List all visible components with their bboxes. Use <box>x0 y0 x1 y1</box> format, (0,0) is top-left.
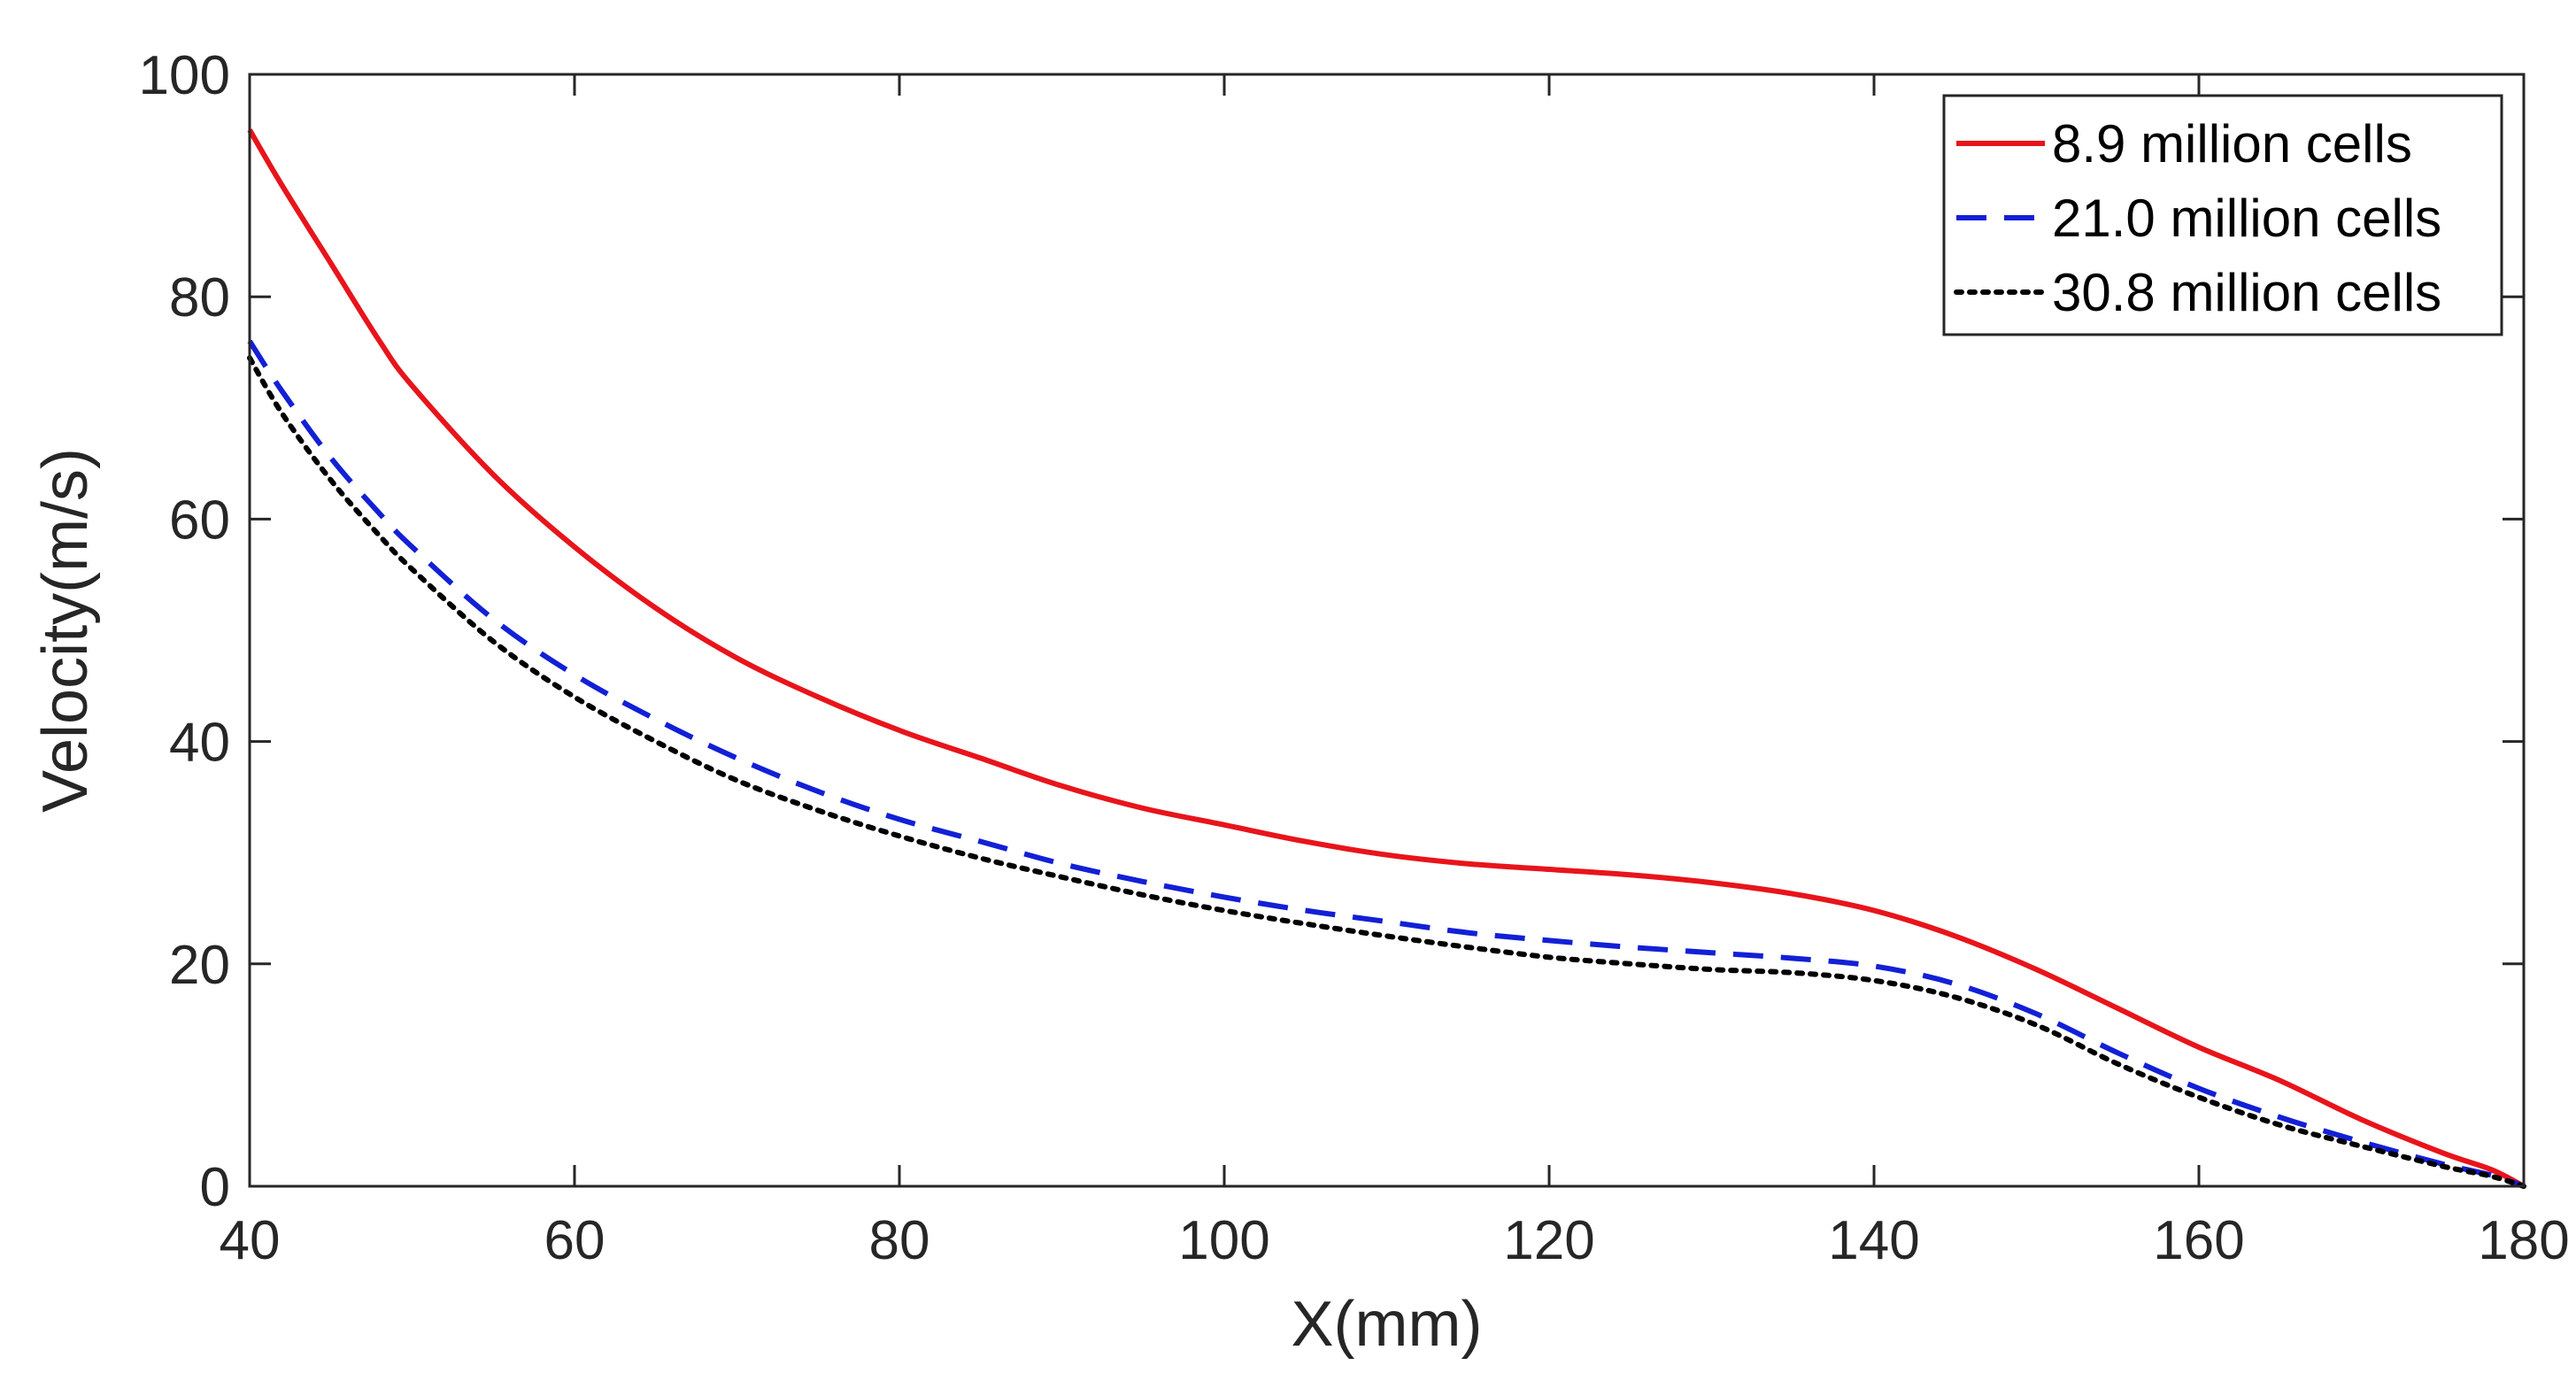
x-tick-label-7: 180 <box>2478 1210 2569 1271</box>
x-tick-label-6: 160 <box>2153 1210 2244 1271</box>
y-tick-label-1: 20 <box>169 935 230 996</box>
legend: 8.9 million cells 21.0 million cells 30.… <box>1942 94 2503 336</box>
series-line-0 <box>247 128 2526 1189</box>
axes-box <box>248 73 2526 1188</box>
x-axis-title: X(mm) <box>1292 1289 1483 1360</box>
y-tick-label-5: 100 <box>139 45 230 106</box>
plot-lines <box>247 128 2526 1189</box>
y-tick-label-3: 60 <box>169 490 230 551</box>
y-tick-label-4: 80 <box>169 267 230 328</box>
y-tick-label-0: 0 <box>200 1157 230 1218</box>
x-tick-label-3: 100 <box>1178 1210 1269 1271</box>
y-axis-title: Velocity(m/s) <box>30 448 101 813</box>
series-line-2 <box>247 355 2526 1189</box>
x-tick-label-0: 40 <box>220 1210 281 1271</box>
x-tick-label-1: 60 <box>544 1210 605 1271</box>
x-tick-label-5: 140 <box>1828 1210 1919 1271</box>
axis-tick-labels: 40 60 80 100 120 140 160 180 0 20 40 60 80 100 <box>139 45 2570 1271</box>
x-tick-label-2: 80 <box>869 1210 930 1271</box>
x-tick-label-4: 120 <box>1503 1210 1594 1271</box>
y-tick-label-2: 40 <box>169 713 230 774</box>
legend-label-8-9-million: 8.9 million cells <box>2052 114 2412 174</box>
legend-label-21-0-million: 21.0 million cells <box>2052 189 2441 248</box>
legend-label-30-8-million: 30.8 million cells <box>2052 263 2441 322</box>
series-line-1 <box>247 339 2525 1189</box>
